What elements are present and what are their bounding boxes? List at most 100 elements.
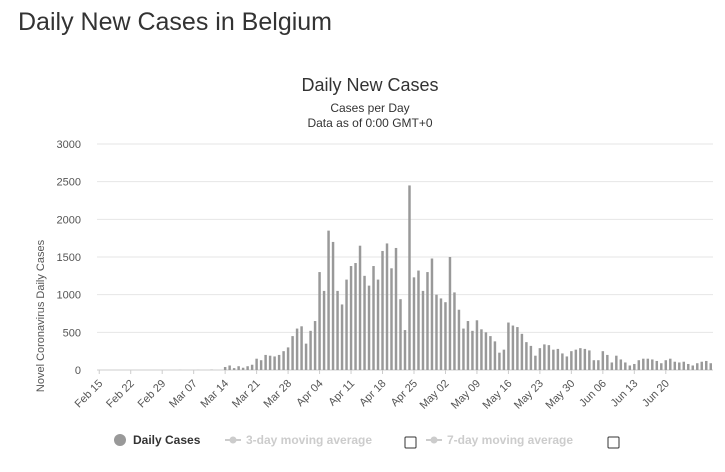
bar-day-120[interactable] — [637, 360, 641, 370]
bar-day-125[interactable] — [660, 363, 663, 370]
bar-day-78[interactable] — [448, 257, 452, 370]
bar-day-34[interactable] — [250, 364, 254, 370]
bar-day-122[interactable] — [646, 358, 650, 370]
bar-day-35[interactable] — [255, 358, 258, 370]
bar-day-126[interactable] — [664, 360, 668, 370]
bar-day-100[interactable] — [547, 345, 551, 370]
bar-day-106[interactable] — [574, 349, 578, 370]
bar-day-65[interactable] — [390, 268, 393, 370]
bar-day-50[interactable] — [322, 290, 326, 370]
bar-day-107[interactable] — [579, 348, 582, 370]
bar-day-97[interactable] — [534, 355, 537, 370]
bar-day-70[interactable] — [412, 277, 416, 370]
bar-day-63[interactable] — [381, 250, 384, 370]
bar-day-83[interactable] — [471, 330, 474, 370]
bar-day-93[interactable] — [516, 327, 519, 370]
bar-day-42[interactable] — [286, 347, 290, 370]
bar-day-127[interactable] — [669, 358, 672, 370]
bar-day-103[interactable] — [561, 353, 564, 370]
bar-day-58[interactable] — [358, 245, 362, 370]
bar-day-87[interactable] — [489, 336, 492, 370]
bar-day-102[interactable] — [556, 348, 560, 370]
bar-day-89[interactable] — [498, 352, 501, 370]
bar-day-33[interactable] — [246, 366, 249, 370]
bar-day-82[interactable] — [466, 321, 470, 370]
bar-day-74[interactable] — [430, 258, 434, 370]
bar-day-110[interactable] — [592, 360, 596, 370]
bar-day-47[interactable] — [309, 330, 312, 370]
bar-day-95[interactable] — [525, 342, 528, 370]
bar-day-84[interactable] — [475, 320, 479, 370]
bar-day-90[interactable] — [502, 349, 506, 370]
bar-day-108[interactable] — [583, 348, 587, 370]
bar-day-96[interactable] — [529, 345, 533, 370]
bar-day-113[interactable] — [606, 354, 609, 370]
bar-day-135[interactable] — [705, 360, 708, 370]
legend-item-3day-average[interactable]: 3-day moving average — [225, 433, 372, 447]
bar-day-40[interactable] — [277, 354, 281, 370]
bar-day-55[interactable] — [345, 279, 348, 370]
bar-day-80[interactable] — [457, 309, 461, 370]
bar-day-128[interactable] — [673, 361, 677, 370]
bar-day-59[interactable] — [363, 275, 366, 370]
bar-day-43[interactable] — [291, 336, 294, 370]
bar-day-121[interactable] — [642, 358, 645, 370]
bar-day-66[interactable] — [394, 247, 398, 370]
bar-day-45[interactable] — [300, 326, 303, 370]
bar-day-28[interactable] — [223, 366, 227, 370]
bar-day-98[interactable] — [538, 348, 542, 370]
bar-day-32[interactable] — [241, 367, 245, 370]
checkbox-3day-average[interactable] — [404, 436, 417, 449]
bar-day-64[interactable] — [385, 243, 389, 370]
bar-day-38[interactable] — [268, 355, 272, 370]
bar-day-76[interactable] — [439, 298, 443, 370]
bar-day-119[interactable] — [633, 363, 636, 370]
bar-day-39[interactable] — [273, 356, 276, 370]
bar-day-57[interactable] — [354, 263, 357, 370]
legend-item-daily-cases[interactable]: Daily Cases — [114, 433, 201, 447]
bar-day-30[interactable] — [232, 368, 236, 370]
bar-day-94[interactable] — [520, 333, 524, 370]
bar-day-134[interactable] — [700, 361, 703, 370]
bar-day-133[interactable] — [696, 363, 699, 370]
checkbox-7day-average[interactable] — [607, 436, 620, 449]
bar-day-67[interactable] — [399, 299, 402, 370]
bar-day-46[interactable] — [304, 343, 308, 370]
bar-day-75[interactable] — [435, 294, 438, 370]
bar-day-109[interactable] — [588, 350, 591, 370]
bar-day-44[interactable] — [295, 328, 299, 370]
bar-day-104[interactable] — [565, 356, 569, 370]
bar-day-81[interactable] — [462, 328, 465, 370]
bar-day-52[interactable] — [331, 241, 335, 370]
bar-day-116[interactable] — [619, 359, 623, 370]
bar-day-115[interactable] — [615, 355, 618, 370]
bar-day-91[interactable] — [507, 322, 510, 370]
bar-day-31[interactable] — [237, 366, 240, 370]
bar-day-114[interactable] — [610, 362, 614, 370]
bar-day-101[interactable] — [552, 349, 555, 370]
bar-day-117[interactable] — [624, 362, 627, 370]
bar-day-99[interactable] — [543, 344, 546, 370]
bar-day-88[interactable] — [493, 341, 497, 370]
legend-item-7day-average[interactable]: 7-day moving average — [426, 433, 573, 447]
bar-day-136[interactable] — [709, 363, 712, 370]
bar-day-72[interactable] — [421, 290, 425, 370]
bar-day-79[interactable] — [453, 292, 456, 370]
bar-day-118[interactable] — [628, 365, 632, 370]
bar-day-51[interactable] — [327, 230, 330, 370]
bar-day-60[interactable] — [367, 285, 371, 370]
bar-day-124[interactable] — [655, 360, 659, 370]
bar-day-105[interactable] — [570, 351, 573, 370]
bar-day-68[interactable] — [403, 330, 407, 370]
bar-day-73[interactable] — [426, 272, 429, 370]
bar-day-62[interactable] — [376, 279, 380, 370]
bar-day-48[interactable] — [313, 321, 317, 370]
bar-day-54[interactable] — [340, 304, 344, 370]
bar-day-129[interactable] — [678, 362, 681, 370]
bar-day-130[interactable] — [682, 361, 686, 370]
bar-day-132[interactable] — [691, 365, 694, 370]
bar-day-69[interactable] — [408, 185, 411, 370]
bar-day-53[interactable] — [336, 290, 339, 370]
bar-day-86[interactable] — [484, 332, 488, 370]
bar-day-56[interactable] — [349, 266, 353, 370]
